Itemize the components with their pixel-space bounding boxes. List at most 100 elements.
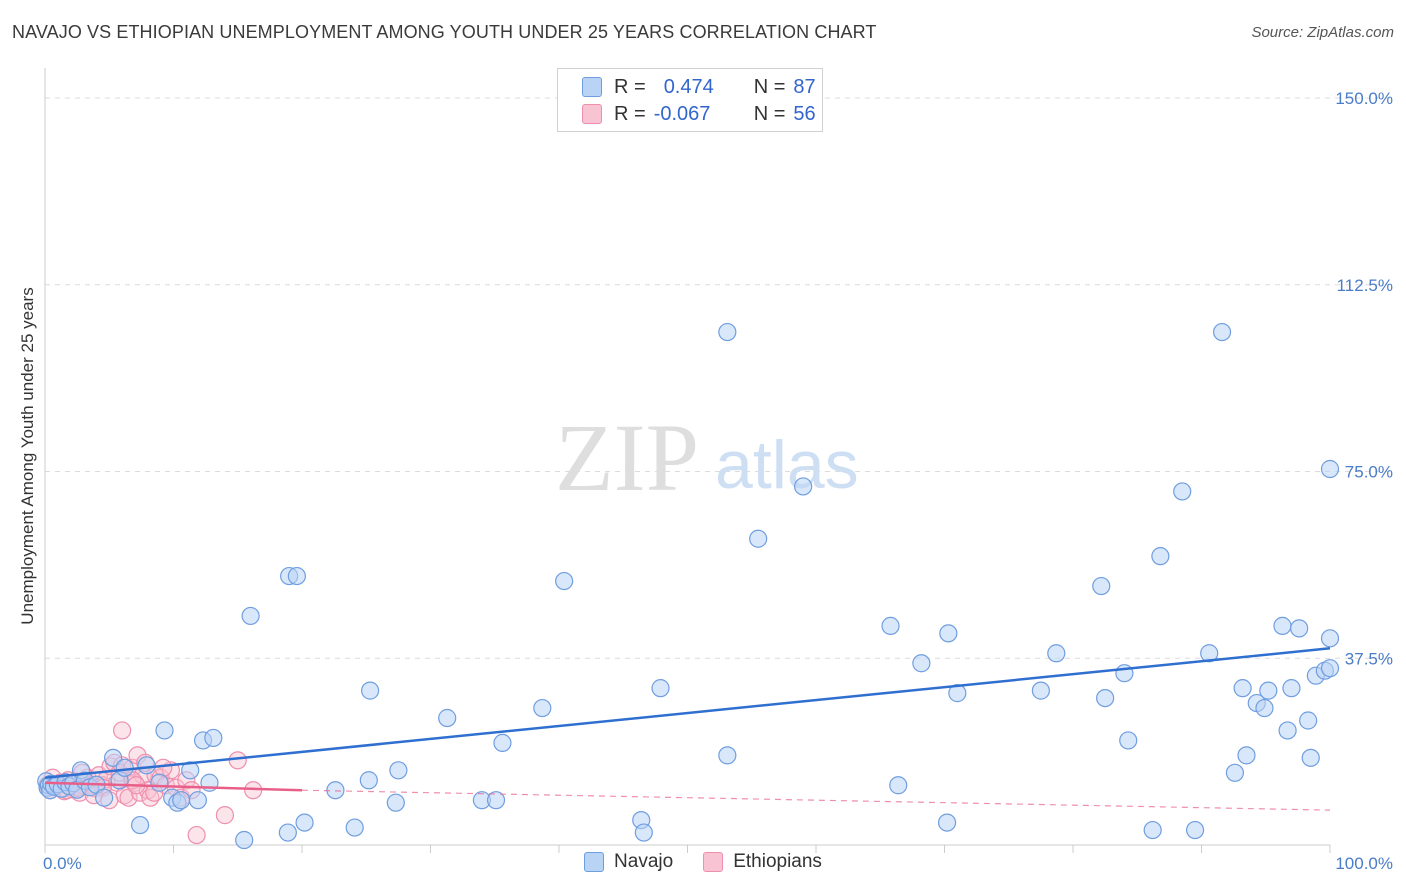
navajo-point-16 <box>95 788 114 807</box>
y-tick-label-0: 37.5% <box>1345 649 1393 668</box>
navajo-point-40 <box>359 771 378 790</box>
ethiopians-point-40 <box>187 825 206 845</box>
navajo-point-57 <box>881 616 900 635</box>
navajo-point-59 <box>912 654 931 673</box>
navajo-point-79 <box>1255 698 1274 718</box>
navajo-point-42 <box>386 793 405 812</box>
navajo-point-90 <box>1320 659 1340 678</box>
grid-lines <box>45 97 1395 659</box>
navajo-trend-line <box>44 647 1331 780</box>
legend-n-label: N = <box>753 75 786 98</box>
ethiopians-point-41 <box>215 806 234 825</box>
navajo-point-75 <box>1225 763 1245 782</box>
series-legend: Navajo Ethiopians <box>0 851 1406 873</box>
navajo-point-65 <box>1092 576 1111 596</box>
navajo-swatch <box>582 77 602 97</box>
navajo-point-61 <box>939 624 958 643</box>
x-tick-label-0: 0.0% <box>43 854 82 873</box>
y-tick-label-2: 112.5% <box>1337 276 1393 295</box>
navajo-point-58 <box>889 776 908 795</box>
navajo-point-17 <box>104 748 123 767</box>
navajo-point-74 <box>1212 322 1232 342</box>
navajo-point-19 <box>115 758 134 777</box>
navajo-point-41 <box>361 681 380 700</box>
navajo-point-60 <box>937 813 957 832</box>
navajo-point-64 <box>1047 644 1066 663</box>
navajo-point-44 <box>438 708 457 728</box>
navajo-point-31 <box>204 728 223 748</box>
legend-row-navajo: R = 0.474 N = 87 <box>582 75 816 99</box>
navajo-point-52 <box>651 679 670 698</box>
navajo-point-76 <box>1233 679 1252 698</box>
ethiopians-point-45 <box>154 758 173 777</box>
navajo-r-value: 0.474 <box>663 75 714 98</box>
navajo-point-77 <box>1237 746 1256 765</box>
navajo-point-86 <box>1301 748 1320 767</box>
navajo-point-36 <box>287 566 306 586</box>
navajo-point-69 <box>1151 547 1170 566</box>
navajo-point-63 <box>1031 681 1050 700</box>
navajo-point-80 <box>1259 681 1278 700</box>
navajo-point-89 <box>1320 629 1340 648</box>
navajo-point-48 <box>533 698 552 718</box>
y-axis-label: Unemployment Among Youth under 25 years <box>18 287 37 624</box>
ethiopians-point-42 <box>228 751 247 770</box>
ethiopians-legend-label: Ethiopians <box>733 851 822 872</box>
navajo-point-84 <box>1290 619 1309 638</box>
navajo-point-72 <box>1185 820 1205 840</box>
ethiopians-trend-extension <box>301 789 1331 811</box>
y-tick-label-3: 150.0% <box>1335 89 1393 108</box>
correlation-legend: R = 0.474 N = 87 R = -0.067 N = 56 <box>557 68 823 132</box>
navajo-n-value: 87 <box>793 75 816 98</box>
ethiopians-n-value: 56 <box>793 102 816 125</box>
navajo-point-68 <box>1119 731 1138 750</box>
navajo-point-85 <box>1299 711 1318 730</box>
navajo-point-27 <box>181 761 200 780</box>
source-credit: Source: ZipAtlas.com <box>1251 24 1394 41</box>
navajo-legend-swatch <box>584 852 605 872</box>
navajo-point-71 <box>1173 482 1192 501</box>
legend-row-ethiopians: R = -0.067 N = 56 <box>582 102 816 126</box>
navajo-point-46 <box>486 791 506 810</box>
navajo-point-55 <box>749 529 768 548</box>
navajo-point-39 <box>345 818 364 837</box>
navajo-point-81 <box>1273 616 1292 635</box>
navajo-point-22 <box>150 773 169 792</box>
ethiopians-trend-line <box>44 781 303 792</box>
navajo-point-53 <box>718 322 737 342</box>
legend-r-label-2: R = <box>614 102 646 125</box>
navajo-point-32 <box>235 830 254 850</box>
navajo-point-49 <box>555 571 574 591</box>
navajo-point-66 <box>1096 688 1115 708</box>
x-tick-label-1: 100.0% <box>1335 854 1393 873</box>
watermark: ZIP atlas <box>555 404 859 511</box>
navajo-point-51 <box>634 823 653 842</box>
tick-labels: 37.5% 75.0% 112.5% 150.0% 0.0% 100.0% <box>43 89 1393 873</box>
navajo-point-70 <box>1143 820 1162 840</box>
navajo-point-56 <box>794 477 813 496</box>
navajo-point-91 <box>1320 459 1340 479</box>
navajo-point-83 <box>1282 679 1301 698</box>
axes <box>44 68 1331 853</box>
navajo-point-26 <box>172 791 191 810</box>
ethiopians-r-value: -0.067 <box>653 102 711 125</box>
trend-lines <box>44 647 1331 811</box>
legend-item-ethiopians[interactable]: Ethiopians <box>703 851 822 873</box>
y-tick-label-1: 75.0% <box>1345 463 1393 482</box>
navajo-point-54 <box>718 746 737 765</box>
navajo-legend-label: Navajo <box>614 851 674 872</box>
navajo-points <box>37 322 1340 850</box>
navajo-point-21 <box>137 756 156 775</box>
navajo-point-23 <box>155 721 174 740</box>
ethiopians-legend-swatch <box>703 852 724 872</box>
navajo-point-73 <box>1200 644 1219 663</box>
navajo-point-82 <box>1278 721 1297 740</box>
legend-n-label-2: N = <box>753 102 786 125</box>
ethiopians-point-44 <box>112 721 132 740</box>
watermark-zip: ZIP <box>555 404 699 511</box>
legend-item-navajo[interactable]: Navajo <box>584 851 673 873</box>
legend-r-label: R = <box>614 75 646 98</box>
navajo-point-43 <box>389 761 408 780</box>
chart-title: NAVAJO VS ETHIOPIAN UNEMPLOYMENT AMONG Y… <box>12 22 877 42</box>
